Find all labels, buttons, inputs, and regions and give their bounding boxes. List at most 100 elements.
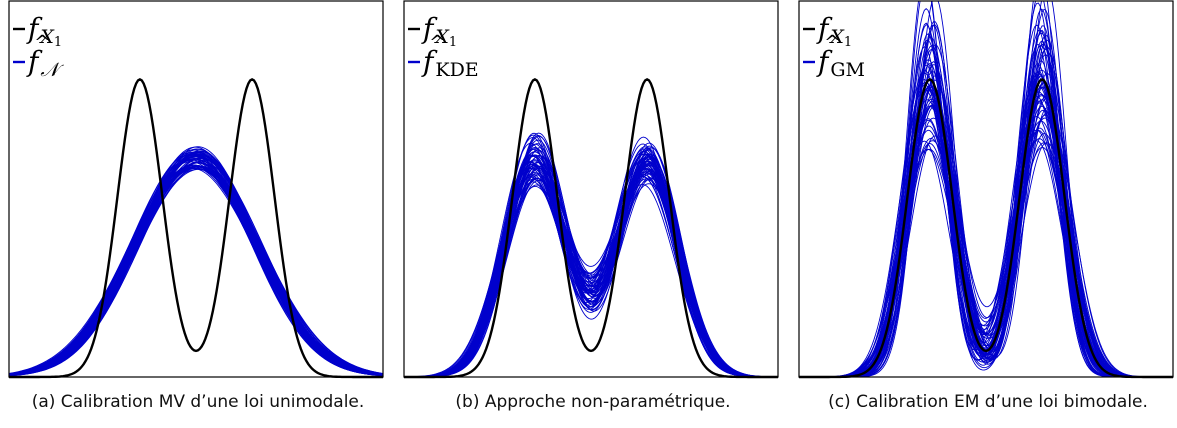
panel-a: f X1 f 𝒩 ^ (a) Calibration MV d’une loi unim… [8,0,388,428]
estimate-curve [404,165,778,377]
density-plot-b: f X1f KDE^ [403,0,779,379]
estimate-curve [9,151,383,377]
estimate-curve [404,132,778,377]
estimate-curve [799,1,1173,377]
estimate-curve [799,74,1173,377]
estimate-curve [799,71,1173,377]
estimate-curve [404,147,778,377]
estimate-curve [799,69,1173,377]
estimate-curve [404,147,778,377]
estimate-curve [9,165,383,376]
estimate-curve [404,136,778,377]
plot-frame [8,0,384,378]
estimate-curve [9,161,383,376]
estimate-curve [9,162,383,376]
caption-b: (b) Approche non-paramétrique. [455,392,731,412]
estimate-curve [404,148,778,377]
estimate-curve [9,153,383,377]
estimate-curve [9,153,383,377]
panel-b: f X1 f KDE ^ (b) Approche non-paramétrique. [403,0,783,428]
estimate-curve [404,157,778,377]
estimate-curve [9,152,383,377]
hat-accent: ^ [824,30,841,54]
estimate-curve [404,149,778,377]
estimate-curve [799,45,1173,377]
estimate-curve [9,159,383,376]
estimate-curve [9,164,383,376]
hat-accent: ^ [429,30,446,54]
estimate-curve [799,40,1173,377]
estimate-curve [799,1,1173,377]
estimate-curve [9,159,383,376]
estimate-curve [404,159,778,377]
estimate-curve [799,64,1173,377]
estimate-curve [799,63,1173,377]
estimate-curve [9,151,383,376]
estimate-curve [9,155,383,376]
estimate-curve [404,165,778,377]
estimate-curve [9,167,383,375]
estimate-curve [404,148,778,377]
estimate-curve [799,45,1173,377]
estimate-curve [404,146,778,377]
estimate-curve [9,158,383,376]
estimate-curve [799,1,1173,377]
true-density-curve [799,78,1173,379]
estimate-curve [9,164,383,375]
estimate-curve [404,162,778,377]
caption-c: (c) Calibration EM d’une loi bimodale. [828,392,1148,412]
estimate-curve [799,63,1173,377]
estimate-curve [404,148,778,377]
estimate-curve [9,168,383,375]
estimate-curves [404,132,778,377]
estimate-curve [404,154,778,377]
estimate-curve [9,164,383,376]
estimate-curve [799,39,1173,377]
estimate-curve [799,44,1173,377]
estimate-curve [404,143,778,377]
legend: f X1f KDE^ [408,12,479,81]
estimate-curve [799,29,1173,377]
estimate-curve [799,44,1173,377]
estimate-curve [9,157,383,376]
estimate-curve [9,155,383,376]
estimate-curve [799,1,1173,377]
estimate-curve [404,150,778,377]
estimate-curve [404,147,778,377]
legend: f X1f GM^ [803,12,865,81]
estimate-curve [799,69,1173,377]
estimate-curve [799,72,1173,377]
estimate-curve [9,162,383,376]
estimate-curve [404,143,778,377]
estimate-curve [799,105,1173,377]
estimate-curve [404,147,778,377]
estimate-curve [404,134,778,377]
estimate-curve [9,166,383,375]
estimate-curve [404,134,778,377]
estimate-curve [9,166,383,376]
estimate-curve [404,153,778,377]
estimate-curve [404,142,778,377]
estimate-curve [404,142,778,377]
estimate-curve [404,135,778,377]
estimate-curve [9,152,383,376]
estimate-curve [9,155,383,376]
plot-frame [798,0,1174,378]
estimate-curve [9,156,383,376]
estimate-curve [404,147,778,377]
hat-accent: ^ [34,30,51,54]
density-plot-a: f X1f 𝒩^ [8,0,384,379]
estimate-curve [9,153,383,376]
true-density-curve [404,78,778,379]
density-plot-c: f X1f GM^ [798,0,1174,379]
legend: f X1f 𝒩^ [13,12,64,81]
estimate-curve [404,164,778,377]
estimate-curve [9,168,383,375]
estimate-curve [404,153,778,377]
estimate-curve [799,1,1173,377]
estimate-curve [799,43,1173,377]
estimate-curve [9,160,383,376]
estimate-curves [9,146,383,377]
estimate-curve [404,153,778,377]
estimate-curve [404,161,778,377]
